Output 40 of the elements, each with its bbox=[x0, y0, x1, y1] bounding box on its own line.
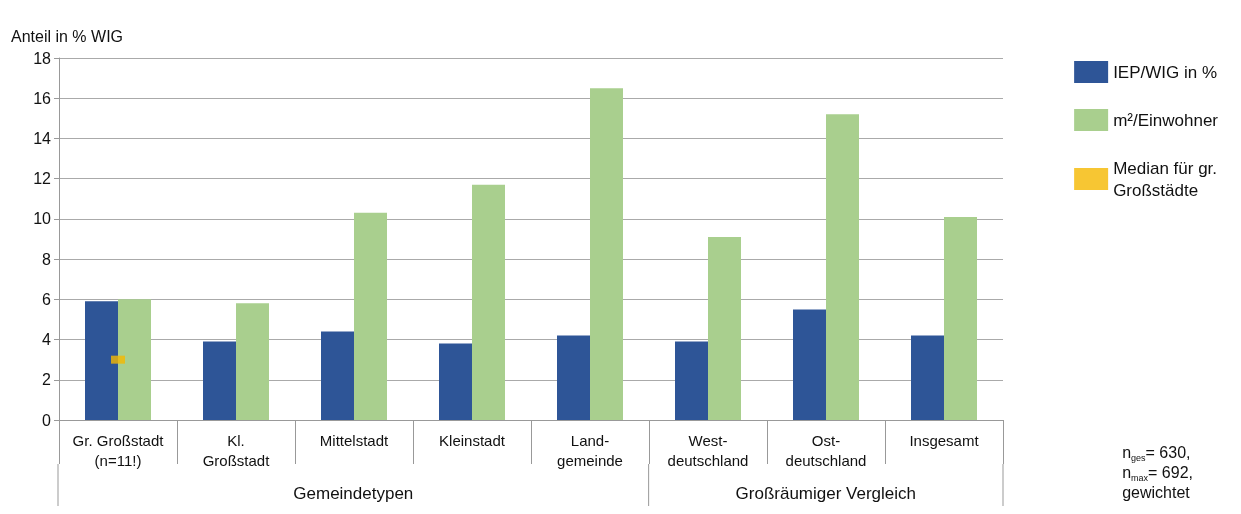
bar bbox=[826, 114, 859, 420]
bar bbox=[911, 335, 944, 420]
y-tick-label: 12 bbox=[33, 170, 52, 188]
bar bbox=[590, 88, 623, 420]
y-tick-label: 0 bbox=[42, 411, 52, 429]
y-tick-label: 2 bbox=[42, 371, 52, 389]
bar bbox=[708, 236, 741, 420]
bar bbox=[85, 301, 118, 420]
y-tick-label: 16 bbox=[33, 89, 52, 107]
bar bbox=[675, 341, 708, 420]
bar bbox=[944, 216, 977, 420]
text: Großräumiger Vergleich bbox=[735, 484, 917, 503]
legend-label: IEP/WIG in % bbox=[1113, 62, 1218, 82]
bar bbox=[557, 335, 590, 420]
bar bbox=[472, 184, 505, 420]
x-tick-label: West- deutschland bbox=[667, 431, 749, 469]
bar bbox=[118, 299, 151, 420]
bar bbox=[236, 303, 269, 420]
x-tick-label: Land- gemeinde bbox=[557, 431, 623, 469]
y-tick-label: 6 bbox=[42, 290, 52, 308]
x-tick-label: Kl. Großstadt bbox=[202, 431, 271, 469]
y-tick-label: 10 bbox=[33, 210, 52, 228]
bar bbox=[354, 212, 387, 420]
x-tick-label: Kleinstadt bbox=[439, 431, 506, 449]
bar bbox=[321, 331, 354, 420]
y-tick-label: 18 bbox=[33, 49, 52, 67]
bar bbox=[793, 309, 826, 420]
y-tick-label: 4 bbox=[42, 331, 52, 349]
legend-label: m²/Einwohner bbox=[1113, 110, 1219, 130]
x-tick-label: Insgesamt bbox=[909, 431, 980, 449]
x-tick-label: Ost- deutschland bbox=[785, 431, 867, 469]
y-tick-label: 14 bbox=[33, 129, 52, 147]
x-tick-label: Mittelstadt bbox=[319, 431, 390, 449]
y-axis-title: Anteil in % WIG bbox=[11, 27, 124, 45]
legend-label: Median für gr. Großstädte bbox=[1113, 158, 1218, 200]
bar bbox=[439, 343, 472, 420]
x-tick-label: Gr. Großstadt (n=11!) bbox=[72, 431, 165, 469]
bar bbox=[203, 341, 236, 420]
text: Gemeindetypen bbox=[293, 484, 414, 503]
y-tick-label: 8 bbox=[42, 250, 52, 268]
